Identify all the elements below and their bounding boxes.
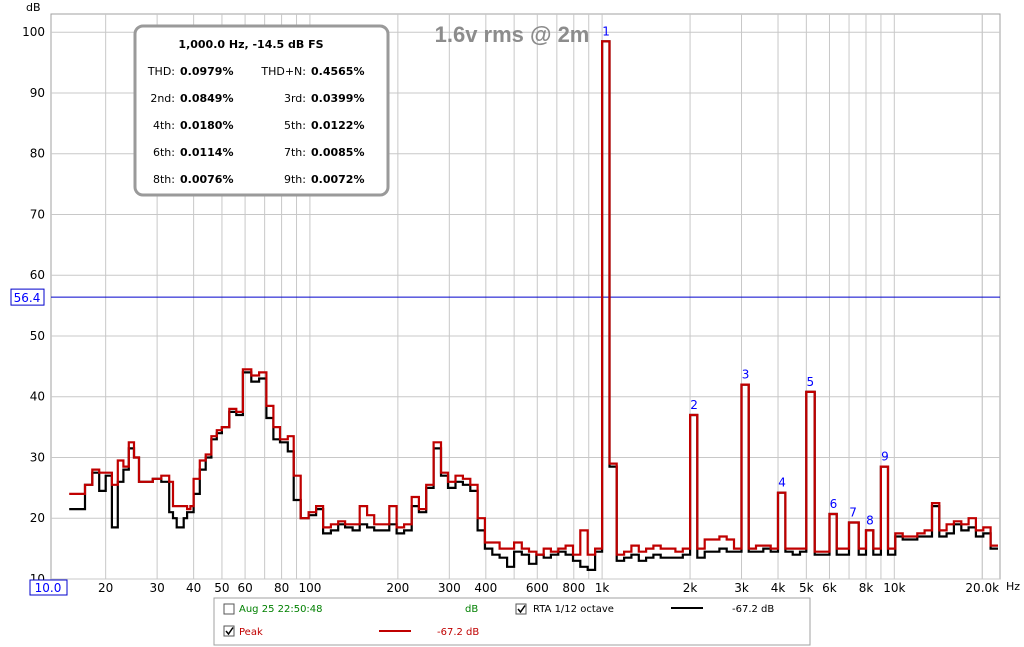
harmonic-marker-label: 4: [778, 476, 786, 490]
x-tick-label: 800: [562, 581, 585, 595]
x-tick-label: 1k: [595, 581, 610, 595]
info-label: 9th:: [284, 173, 306, 186]
x-tick-label: 50: [214, 581, 229, 595]
info-value: 0.0085%: [311, 146, 364, 159]
series-group: [69, 40, 998, 571]
x-tick-label: 300: [438, 581, 461, 595]
info-value: 0.0849%: [180, 92, 233, 105]
check-icon: [517, 605, 526, 614]
x-axis: 20 30 40 50 60 80 100 200 300 400 600 800 1k 2k 3k 4k 5k…: [98, 581, 999, 595]
harmonic-marker-label: 2: [690, 398, 698, 412]
x-tick-label: 80: [274, 581, 289, 595]
cursor-level-label: 56.4: [14, 291, 41, 305]
check-icon: [225, 627, 234, 636]
harmonic-marker-label: 5: [807, 375, 815, 389]
info-label: THD:: [147, 65, 175, 78]
x-axis-unit: Hz: [1006, 580, 1020, 593]
legend-rta-value: -67.2 dB: [732, 604, 774, 615]
harmonic-markers: 1 2 3 4 5 678 9: [602, 24, 888, 527]
info-label: 7th:: [284, 146, 306, 159]
info-value: 0.0180%: [180, 119, 233, 132]
x-tick-label: 20.0k: [965, 581, 999, 595]
harmonic-marker-label: 7: [849, 506, 857, 520]
info-label: 2nd:: [150, 92, 175, 105]
legend-peak-value: -67.2 dB: [437, 627, 479, 638]
chart-title: 1.6v rms @ 2m: [435, 22, 590, 47]
legend-capture-name: Aug 25 22:50:48: [239, 604, 323, 615]
info-label: 5th:: [284, 119, 306, 132]
legend-checkbox-peak[interactable]: [223, 625, 235, 637]
x-tick-label: 40: [186, 581, 201, 595]
legend: Aug 25 22:50:48 dB RTA 1/12 octave -67.2…: [213, 597, 811, 646]
x-tick-label: 400: [474, 581, 497, 595]
info-label: 6th:: [153, 146, 175, 159]
info-label: THD+N:: [260, 65, 306, 78]
y-tick-label: 50: [30, 329, 45, 343]
x-tick-label: 200: [386, 581, 409, 595]
harmonic-marker-label: 6: [830, 497, 838, 511]
info-box: 1,000.0 Hz, -14.5 dB FS THD: 0.0979% THD+N…: [133, 24, 390, 197]
x-tick-label: 10k: [883, 581, 905, 595]
legend-checkbox-rta[interactable]: [515, 603, 527, 615]
x-tick-label: 3k: [734, 581, 749, 595]
y-tick-label: 40: [30, 390, 45, 404]
info-header: 1,000.0 Hz, -14.5 dB FS: [178, 38, 323, 51]
y-tick-label: 100: [22, 25, 45, 39]
x-tick-label: 6k: [822, 581, 837, 595]
x-tick-label: 2k: [683, 581, 698, 595]
info-value: 0.0076%: [180, 173, 233, 186]
harmonic-marker-label: 1: [602, 24, 610, 38]
legend-peak-name: Peak: [239, 627, 263, 638]
x-tick-label: 30: [149, 581, 164, 595]
x-tick-label: 60: [237, 581, 252, 595]
y-axis-unit: dB: [26, 1, 41, 14]
info-value: 0.0072%: [311, 173, 364, 186]
info-value: 0.0122%: [311, 119, 364, 132]
y-min-box[interactable]: [29, 579, 68, 596]
cursor-level-box[interactable]: [10, 288, 45, 306]
legend-rta-name: RTA 1/12 octave: [533, 604, 614, 615]
legend-frame: [213, 597, 811, 646]
info-rows: THD: 0.0979% THD+N: 0.4565% 2nd: 0.0849% 3rd: 0…: [147, 65, 365, 186]
x-tick-label: 600: [526, 581, 549, 595]
legend-capture-unit: dB: [465, 604, 478, 615]
info-value: 0.0114%: [180, 146, 233, 159]
y-tick-label: 70: [30, 207, 45, 221]
x-tick-label: 8k: [859, 581, 874, 595]
y-tick-label: 20: [30, 511, 45, 525]
legend-checkbox-capture[interactable]: [223, 603, 235, 615]
x-tick-label: 20: [98, 581, 113, 595]
harmonic-marker-label: 8: [866, 513, 874, 527]
info-value: 0.0399%: [311, 92, 364, 105]
info-value: 0.4565%: [311, 65, 364, 78]
harmonic-marker-label: 9: [881, 450, 889, 464]
harmonic-marker-label: 3: [742, 368, 750, 382]
y-tick-label: 90: [30, 86, 45, 100]
x-tick-label: 4k: [771, 581, 786, 595]
y-tick-label: 80: [30, 147, 45, 161]
y-min-label: 10.0: [35, 581, 62, 595]
info-label: 3rd:: [284, 92, 306, 105]
y-tick-label: 30: [30, 450, 45, 464]
y-tick-label: 60: [30, 268, 45, 282]
x-tick-label: 5k: [799, 581, 814, 595]
info-label: 4th:: [153, 119, 175, 132]
info-box-frame: [133, 24, 390, 197]
info-label: 8th:: [153, 173, 175, 186]
info-value: 0.0979%: [180, 65, 233, 78]
x-tick-label: 100: [298, 581, 321, 595]
series-peak-line[interactable]: [69, 40, 998, 556]
